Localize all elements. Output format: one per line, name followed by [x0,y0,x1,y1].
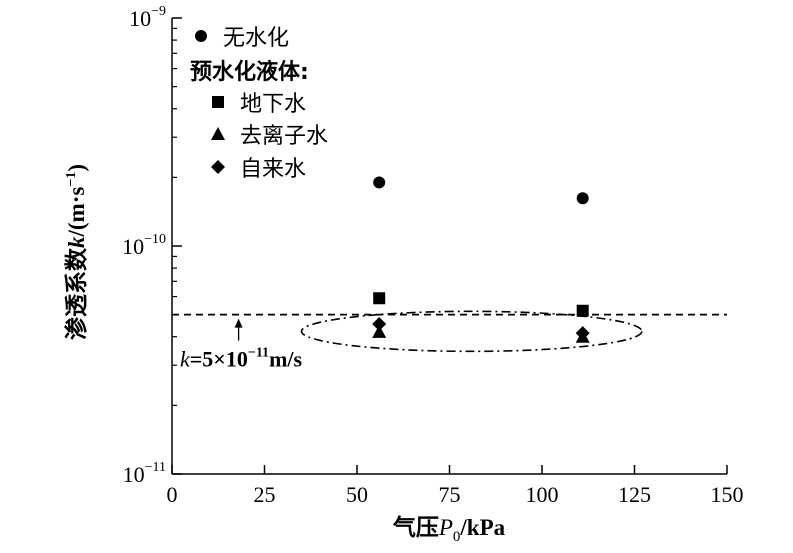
legend-marker-square [212,96,224,108]
legend-label: 无水化 [223,26,289,51]
data-point-square [576,304,589,317]
legend-label: 自来水 [240,157,306,182]
legend-label: 地下水 [240,92,306,117]
legend-marker-triangle [211,127,225,140]
reference-line-group: k=5×10−11m/s [172,310,727,372]
data-point-diamond [372,316,387,331]
legend-label: 去离子水 [240,124,328,149]
data-point-circle [576,192,589,205]
x-tick-label: 150 [711,482,744,507]
y-tick-label: 10−9 [129,4,166,31]
x-tick-label: 125 [618,482,651,507]
x-tick-label: 50 [346,482,368,507]
y-tick-label: 10−10 [122,232,166,259]
axes [171,18,727,475]
x-tick-label: 100 [526,482,559,507]
data-point-diamond [575,326,590,341]
legend-marker-circle [195,30,207,42]
data-point-triangle [372,324,387,338]
x-tick-label: 25 [254,482,276,507]
legend-group-title: 预水化液体: [190,59,309,85]
reference-arrow-head [234,318,243,328]
x-axis-label: 气压P0/kPa [392,514,506,545]
reference-line-label: k=5×10−11m/s [180,346,303,372]
x-tick-label: 75 [439,482,461,507]
data-point-square [373,292,386,305]
data-point-circle [373,176,386,189]
x-tick-label: 0 [167,482,178,507]
tick-labels: 0 25 50 75 100 125 150 10−9 10−10 10−11 [122,4,743,507]
y-axis-label: 渗透系数k/(m·s−1) [63,164,90,340]
y-tick-label: 10−11 [123,460,166,487]
highlight-ellipse [300,310,643,353]
legend-marker-diamond [211,160,225,174]
tick-marks [171,17,728,475]
data-marks [372,176,590,343]
